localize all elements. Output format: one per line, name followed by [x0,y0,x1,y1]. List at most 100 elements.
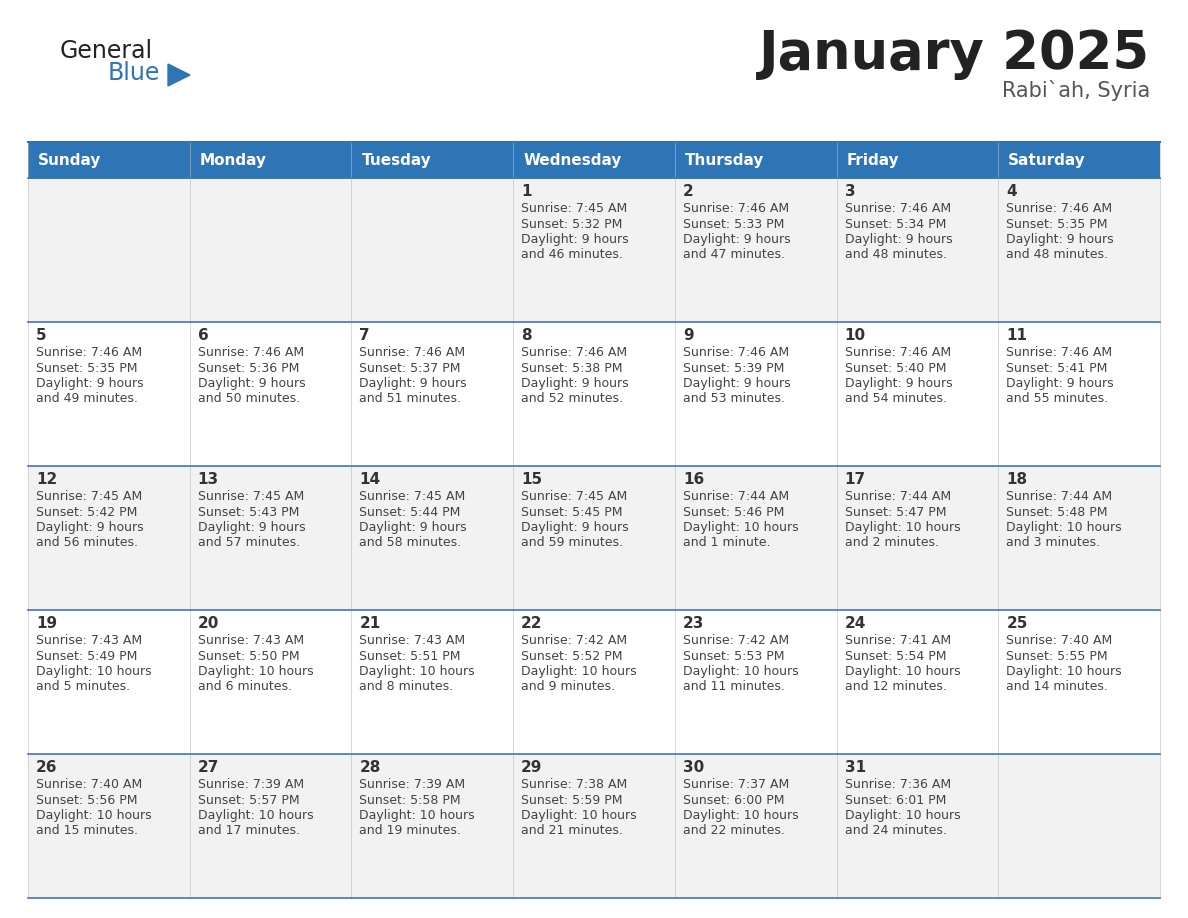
Text: Sunset: 5:59 PM: Sunset: 5:59 PM [522,793,623,807]
Text: Sunrise: 7:40 AM: Sunrise: 7:40 AM [1006,634,1112,647]
Text: 10: 10 [845,328,866,343]
Text: Daylight: 9 hours: Daylight: 9 hours [197,377,305,390]
Text: and 59 minutes.: and 59 minutes. [522,536,624,550]
Text: and 50 minutes.: and 50 minutes. [197,393,299,406]
Text: Sunset: 5:47 PM: Sunset: 5:47 PM [845,506,946,519]
Text: Wednesday: Wednesday [523,152,621,167]
Text: and 53 minutes.: and 53 minutes. [683,393,785,406]
Text: 22: 22 [522,616,543,631]
Text: and 2 minutes.: and 2 minutes. [845,536,939,550]
Text: Daylight: 10 hours: Daylight: 10 hours [683,521,798,534]
Text: Daylight: 9 hours: Daylight: 9 hours [845,233,953,246]
Text: and 24 minutes.: and 24 minutes. [845,824,947,837]
Text: 14: 14 [360,472,380,487]
Text: and 55 minutes.: and 55 minutes. [1006,393,1108,406]
Text: Sunset: 5:38 PM: Sunset: 5:38 PM [522,362,623,375]
Text: 25: 25 [1006,616,1028,631]
Text: Sunrise: 7:44 AM: Sunrise: 7:44 AM [845,490,950,503]
Text: Daylight: 9 hours: Daylight: 9 hours [36,521,144,534]
Text: and 3 minutes.: and 3 minutes. [1006,536,1100,550]
Bar [29,142,190,178]
Text: Daylight: 10 hours: Daylight: 10 hours [197,665,314,678]
Text: and 5 minutes.: and 5 minutes. [36,680,131,693]
Text: and 15 minutes.: and 15 minutes. [36,824,138,837]
Text: Daylight: 10 hours: Daylight: 10 hours [36,665,152,678]
Text: Sunrise: 7:42 AM: Sunrise: 7:42 AM [522,634,627,647]
Text: and 48 minutes.: and 48 minutes. [1006,249,1108,262]
Text: 16: 16 [683,472,704,487]
Text: Sunrise: 7:46 AM: Sunrise: 7:46 AM [845,346,950,359]
Text: Sunrise: 7:43 AM: Sunrise: 7:43 AM [36,634,143,647]
Text: 18: 18 [1006,472,1028,487]
Text: Friday: Friday [847,152,899,167]
Text: Sunset: 5:32 PM: Sunset: 5:32 PM [522,218,623,230]
Text: Sunrise: 7:44 AM: Sunrise: 7:44 AM [1006,490,1112,503]
Text: 5: 5 [36,328,46,343]
Text: General: General [61,39,153,63]
Text: Daylight: 9 hours: Daylight: 9 hours [360,377,467,390]
Bar [29,322,1159,466]
Text: 4: 4 [1006,184,1017,199]
Text: 17: 17 [845,472,866,487]
Text: Sunrise: 7:46 AM: Sunrise: 7:46 AM [36,346,143,359]
Text: Daylight: 10 hours: Daylight: 10 hours [1006,521,1121,534]
Text: Daylight: 9 hours: Daylight: 9 hours [683,233,790,246]
Text: Sunrise: 7:46 AM: Sunrise: 7:46 AM [845,202,950,215]
Text: Sunrise: 7:46 AM: Sunrise: 7:46 AM [1006,202,1112,215]
Text: 27: 27 [197,760,219,775]
Text: 24: 24 [845,616,866,631]
Text: and 11 minutes.: and 11 minutes. [683,680,785,693]
Text: Sunrise: 7:39 AM: Sunrise: 7:39 AM [360,778,466,791]
Text: Sunrise: 7:45 AM: Sunrise: 7:45 AM [522,490,627,503]
Bar [998,142,1159,178]
Text: Sunrise: 7:46 AM: Sunrise: 7:46 AM [197,346,304,359]
Text: Sunrise: 7:41 AM: Sunrise: 7:41 AM [845,634,950,647]
Text: and 21 minutes.: and 21 minutes. [522,824,623,837]
Text: 31: 31 [845,760,866,775]
Text: 8: 8 [522,328,532,343]
Bar [29,754,1159,898]
Text: Sunrise: 7:42 AM: Sunrise: 7:42 AM [683,634,789,647]
Text: 15: 15 [522,472,542,487]
Text: Sunrise: 7:36 AM: Sunrise: 7:36 AM [845,778,950,791]
Text: Sunset: 5:40 PM: Sunset: 5:40 PM [845,362,946,375]
Text: Tuesday: Tuesday [361,152,431,167]
Text: Sunset: 5:42 PM: Sunset: 5:42 PM [36,506,138,519]
Text: and 12 minutes.: and 12 minutes. [845,680,947,693]
Text: Daylight: 9 hours: Daylight: 9 hours [197,521,305,534]
Text: Sunrise: 7:46 AM: Sunrise: 7:46 AM [1006,346,1112,359]
Text: 7: 7 [360,328,369,343]
Text: Sunset: 5:58 PM: Sunset: 5:58 PM [360,793,461,807]
Text: 3: 3 [845,184,855,199]
Text: Sunrise: 7:37 AM: Sunrise: 7:37 AM [683,778,789,791]
Text: and 49 minutes.: and 49 minutes. [36,393,138,406]
Bar [513,142,675,178]
Text: Sunset: 5:53 PM: Sunset: 5:53 PM [683,650,784,663]
Text: Daylight: 10 hours: Daylight: 10 hours [845,521,960,534]
Text: 1: 1 [522,184,532,199]
Text: and 17 minutes.: and 17 minutes. [197,824,299,837]
Text: Daylight: 9 hours: Daylight: 9 hours [522,377,628,390]
Text: Sunset: 5:37 PM: Sunset: 5:37 PM [360,362,461,375]
Text: Daylight: 10 hours: Daylight: 10 hours [360,665,475,678]
Text: Sunset: 5:50 PM: Sunset: 5:50 PM [197,650,299,663]
Text: Daylight: 9 hours: Daylight: 9 hours [522,233,628,246]
Text: Sunrise: 7:43 AM: Sunrise: 7:43 AM [360,634,466,647]
Text: and 19 minutes.: and 19 minutes. [360,824,461,837]
Text: Sunset: 5:44 PM: Sunset: 5:44 PM [360,506,461,519]
Text: and 9 minutes.: and 9 minutes. [522,680,615,693]
Text: Sunrise: 7:46 AM: Sunrise: 7:46 AM [683,346,789,359]
Text: Sunset: 5:48 PM: Sunset: 5:48 PM [1006,506,1107,519]
Bar [836,142,998,178]
Text: Sunday: Sunday [38,152,101,167]
Text: Sunset: 5:34 PM: Sunset: 5:34 PM [845,218,946,230]
Text: 13: 13 [197,472,219,487]
Polygon shape [168,64,190,86]
Text: 12: 12 [36,472,57,487]
Text: Daylight: 10 hours: Daylight: 10 hours [360,809,475,822]
Text: Daylight: 10 hours: Daylight: 10 hours [683,809,798,822]
Text: Sunset: 5:54 PM: Sunset: 5:54 PM [845,650,946,663]
Text: and 52 minutes.: and 52 minutes. [522,393,624,406]
Text: Sunset: 5:55 PM: Sunset: 5:55 PM [1006,650,1108,663]
Text: Sunrise: 7:46 AM: Sunrise: 7:46 AM [683,202,789,215]
